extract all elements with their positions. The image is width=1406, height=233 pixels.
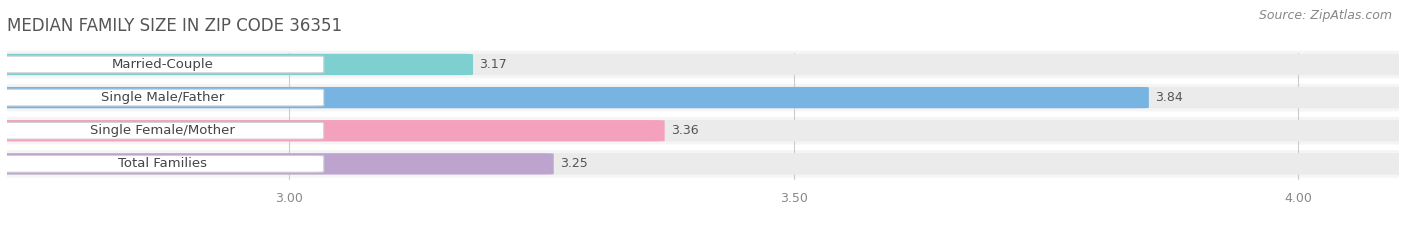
Text: MEDIAN FAMILY SIZE IN ZIP CODE 36351: MEDIAN FAMILY SIZE IN ZIP CODE 36351 — [7, 17, 342, 35]
Text: 3.17: 3.17 — [479, 58, 506, 71]
FancyBboxPatch shape — [0, 150, 1406, 178]
Text: Source: ZipAtlas.com: Source: ZipAtlas.com — [1258, 9, 1392, 22]
FancyBboxPatch shape — [1, 155, 323, 172]
FancyBboxPatch shape — [0, 54, 472, 75]
Text: Single Female/Mother: Single Female/Mother — [90, 124, 235, 137]
FancyBboxPatch shape — [0, 87, 1149, 108]
FancyBboxPatch shape — [0, 54, 1406, 75]
FancyBboxPatch shape — [0, 153, 554, 175]
FancyBboxPatch shape — [0, 84, 1406, 111]
FancyBboxPatch shape — [0, 153, 1406, 175]
FancyBboxPatch shape — [0, 120, 1406, 141]
Text: 3.84: 3.84 — [1154, 91, 1182, 104]
FancyBboxPatch shape — [0, 120, 665, 141]
Text: Total Families: Total Families — [118, 157, 207, 170]
Text: Single Male/Father: Single Male/Father — [101, 91, 224, 104]
FancyBboxPatch shape — [0, 51, 1406, 78]
FancyBboxPatch shape — [0, 87, 1406, 108]
Text: Married-Couple: Married-Couple — [111, 58, 214, 71]
FancyBboxPatch shape — [1, 56, 323, 73]
Text: 3.25: 3.25 — [560, 157, 588, 170]
FancyBboxPatch shape — [0, 117, 1406, 144]
Text: 3.36: 3.36 — [671, 124, 699, 137]
FancyBboxPatch shape — [1, 122, 323, 139]
FancyBboxPatch shape — [1, 89, 323, 106]
